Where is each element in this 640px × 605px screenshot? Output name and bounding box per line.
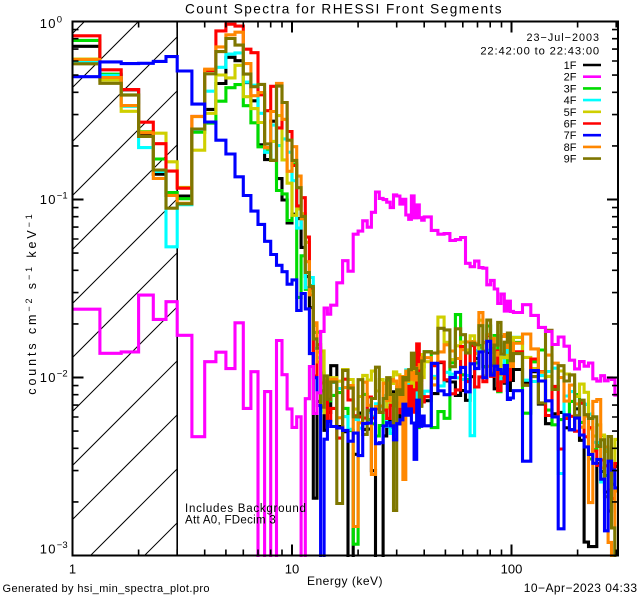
- svg-text:Att A0, FDecim 3: Att A0, FDecim 3: [185, 515, 276, 527]
- svg-text:22:42:00 to 22:43:00: 22:42:00 to 22:43:00: [480, 46, 600, 58]
- svg-text:4F: 4F: [564, 95, 577, 107]
- svg-text:2F: 2F: [564, 72, 577, 84]
- svg-text:Energy (keV): Energy (keV): [307, 574, 383, 588]
- svg-text:−3: −3: [57, 540, 68, 551]
- svg-text:5F: 5F: [564, 107, 577, 119]
- svg-text:1: 1: [69, 562, 76, 577]
- svg-text:Includes Background: Includes Background: [185, 503, 307, 515]
- svg-text:10: 10: [40, 542, 57, 557]
- svg-text:Generated by hsi_min_spectra_p: Generated by hsi_min_spectra_plot.pro: [3, 583, 210, 595]
- svg-text:100: 100: [501, 562, 523, 577]
- svg-text:−1: −1: [57, 191, 68, 202]
- svg-text:10: 10: [40, 370, 57, 385]
- svg-text:10−Apr−2023 04:33: 10−Apr−2023 04:33: [524, 581, 638, 595]
- svg-text:−2: −2: [57, 369, 68, 380]
- svg-text:23−Jul−2003: 23−Jul−2003: [527, 32, 600, 44]
- svg-text:6F: 6F: [564, 119, 577, 131]
- svg-text:1F: 1F: [564, 60, 577, 72]
- svg-text:10: 10: [40, 16, 57, 31]
- svg-text:10: 10: [285, 562, 299, 577]
- svg-text:7F: 7F: [564, 130, 577, 142]
- svg-text:8F: 8F: [564, 142, 577, 154]
- svg-text:10: 10: [40, 192, 57, 207]
- svg-text:0: 0: [57, 15, 62, 26]
- svg-text:counts cm−2 s−1 keV−1: counts cm−2 s−1 keV−1: [24, 211, 39, 394]
- svg-text:9F: 9F: [564, 154, 577, 166]
- svg-text:Count Spectra for RHESSI Front: Count Spectra for RHESSI Front Segments: [185, 1, 503, 16]
- svg-text:3F: 3F: [564, 83, 577, 95]
